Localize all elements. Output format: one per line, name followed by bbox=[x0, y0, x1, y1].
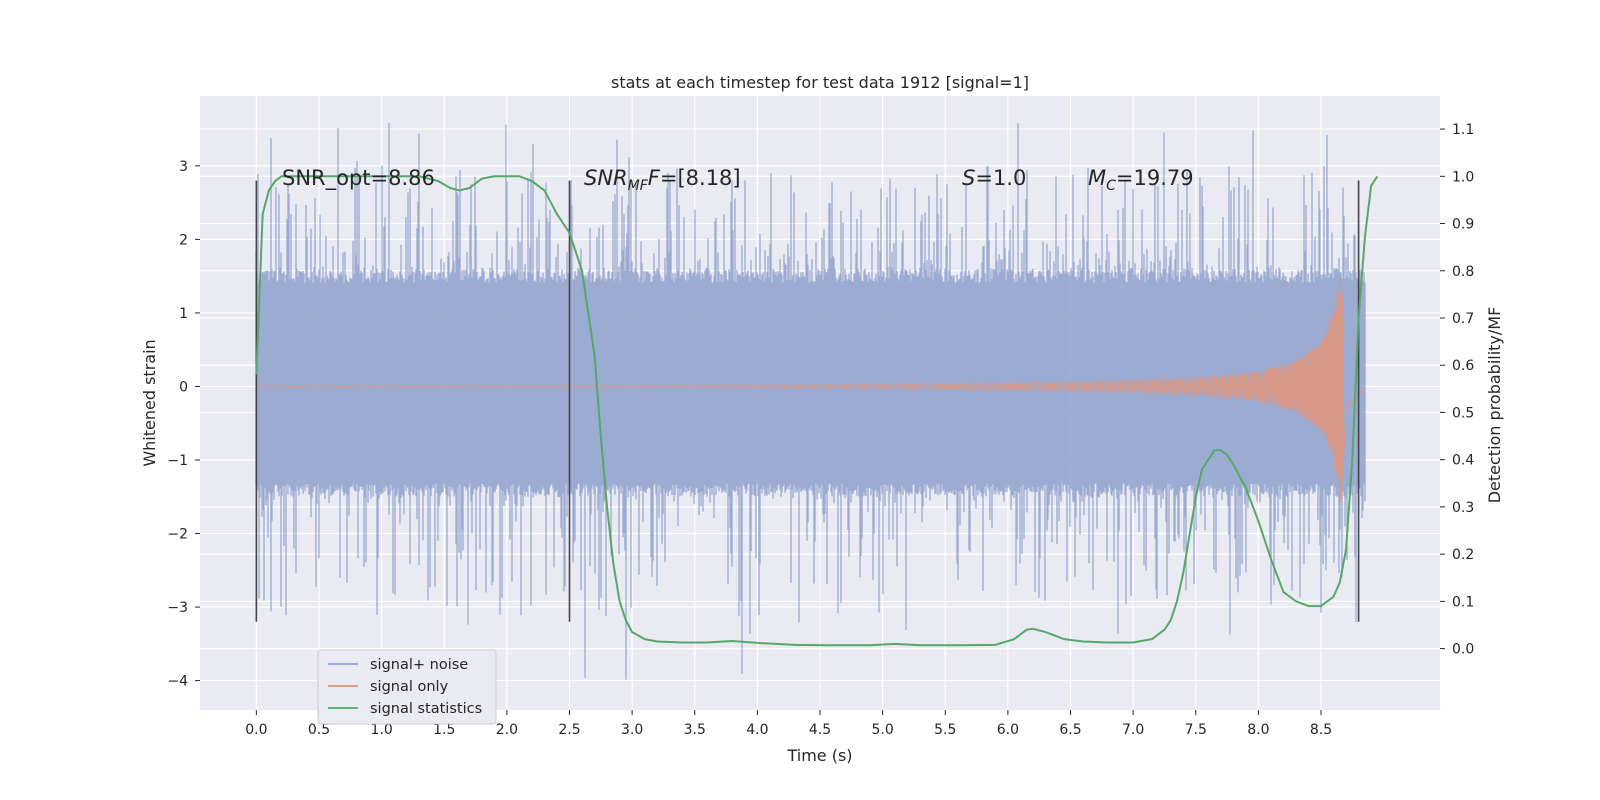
x-tick-label: 2.5 bbox=[558, 722, 580, 738]
legend-label-stats: signal statistics bbox=[370, 701, 482, 717]
x-axis-ticks: 0.0 0.5 1.0 1.5 2.0 2.5 3.0 3.5 4.0 4.5 5.0 5.5 6.0 6… bbox=[245, 710, 1332, 738]
y-right-axis-ticks: 0.0 0.1 0.2 0.3 0.4 0.5 0.6 0.7 0.8 0.9 1.0 1.1 bbox=[1440, 122, 1474, 658]
annotation-s: S=1.0 bbox=[962, 166, 1026, 190]
annotation-mc: MC=19.79 bbox=[1088, 166, 1194, 194]
x-tick-label: 7.5 bbox=[1185, 722, 1207, 738]
y-left-axis-label: Whitened strain bbox=[140, 339, 159, 466]
annotation-snr-mf-value: =[8.18] bbox=[660, 166, 741, 190]
y-right-tick-label: 0.0 bbox=[1452, 642, 1474, 658]
y-right-tick-label: 1.0 bbox=[1452, 169, 1474, 185]
annotation-snr-opt: SNR_opt=8.86 bbox=[282, 166, 435, 191]
y-right-tick-label: 0.6 bbox=[1452, 358, 1474, 374]
x-tick-label: 1.0 bbox=[370, 722, 392, 738]
y-right-tick-label: 0.7 bbox=[1452, 311, 1474, 327]
x-tick-label: 6.5 bbox=[1059, 722, 1081, 738]
y-left-tick-label: 2 bbox=[179, 232, 188, 248]
chart-title: stats at each timestep for test data 191… bbox=[611, 73, 1029, 92]
y-right-tick-label: 0.2 bbox=[1452, 547, 1474, 563]
y-left-tick-label: −2 bbox=[167, 527, 188, 543]
x-tick-label: 8.5 bbox=[1310, 722, 1332, 738]
annotation-mc-sub: C bbox=[1106, 178, 1116, 194]
x-tick-label: 0.0 bbox=[245, 722, 267, 738]
y-right-tick-label: 0.9 bbox=[1452, 217, 1474, 233]
x-tick-label: 2.0 bbox=[496, 722, 518, 738]
annotation-snr-mf-main: SNR bbox=[584, 166, 628, 190]
y-left-tick-label: 3 bbox=[179, 159, 188, 175]
legend-label-noise: signal+ noise bbox=[370, 657, 468, 673]
y-right-tick-label: 0.4 bbox=[1452, 453, 1474, 469]
y-left-tick-label: 0 bbox=[179, 379, 188, 395]
x-tick-label: 0.5 bbox=[308, 722, 330, 738]
y-left-tick-label: −1 bbox=[167, 453, 188, 469]
annotation-mc-main: M bbox=[1088, 166, 1106, 190]
legend: signal+ noise signal only signal statist… bbox=[317, 649, 497, 725]
legend-box bbox=[317, 649, 497, 725]
vertical-marker-lines bbox=[255, 180, 1360, 622]
x-tick-label: 6.0 bbox=[997, 722, 1019, 738]
signal-statistics-line bbox=[255, 175, 1379, 647]
y-right-axis-label: Detection probability/MF bbox=[1485, 307, 1504, 504]
x-tick-label: 4.5 bbox=[809, 722, 831, 738]
y-right-tick-label: 0.3 bbox=[1452, 500, 1474, 516]
annotation-snr-mf-f: F bbox=[648, 166, 661, 190]
signal-only-series bbox=[256, 275, 1366, 503]
y-left-axis-ticks: −4 −3 −2 −1 0 1 2 3 bbox=[167, 159, 200, 690]
y-right-tick-label: 1.1 bbox=[1452, 122, 1474, 138]
annotation-s-value: =1.0 bbox=[975, 166, 1026, 190]
x-tick-label: 7.0 bbox=[1122, 722, 1144, 738]
y-left-tick-label: −3 bbox=[167, 600, 188, 616]
annotation-s-main: S bbox=[962, 166, 975, 190]
annotation-snr-mf-sub: MF bbox=[628, 178, 649, 194]
y-left-tick-label: −4 bbox=[167, 674, 188, 690]
y-right-tick-label: 0.1 bbox=[1452, 594, 1474, 610]
annotation-snr-mf: SNRMFF=[8.18] bbox=[584, 166, 741, 194]
x-tick-label: 5.0 bbox=[871, 722, 893, 738]
x-tick-label: 3.5 bbox=[684, 722, 706, 738]
x-tick-label: 3.0 bbox=[621, 722, 643, 738]
x-axis-label: Time (s) bbox=[786, 746, 852, 765]
y-right-tick-label: 0.8 bbox=[1452, 264, 1474, 280]
legend-label-signal: signal only bbox=[370, 679, 449, 695]
x-tick-label: 5.5 bbox=[934, 722, 956, 738]
y-left-tick-label: 1 bbox=[179, 306, 188, 322]
x-tick-label: 4.0 bbox=[746, 722, 768, 738]
signal-only-trace bbox=[256, 275, 1366, 503]
y-right-tick-label: 0.5 bbox=[1452, 405, 1474, 421]
x-tick-label: 8.0 bbox=[1247, 722, 1269, 738]
x-tick-label: 1.5 bbox=[433, 722, 455, 738]
signal-statistics-series bbox=[255, 175, 1379, 647]
annotation-mc-value: =19.79 bbox=[1116, 166, 1194, 190]
